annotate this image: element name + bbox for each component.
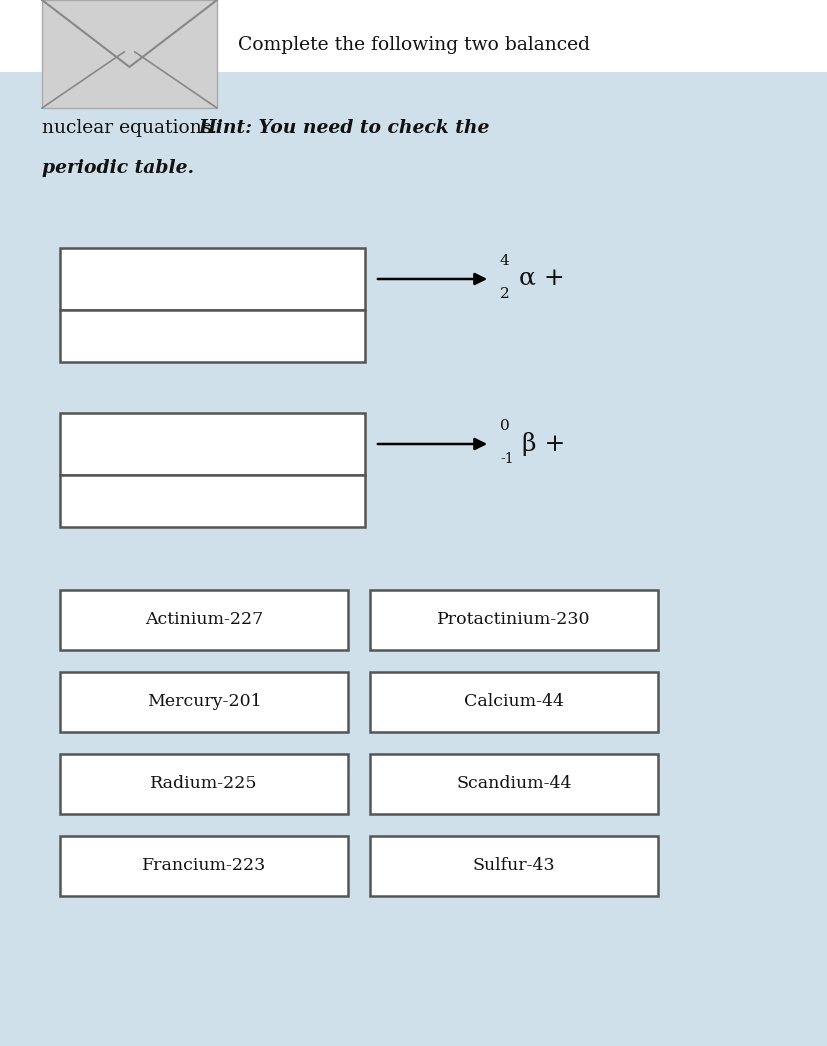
Text: 0: 0 (500, 419, 509, 433)
Bar (60, 475, 365, 527)
Text: Hint: You need to check the: Hint: You need to check the (198, 119, 489, 137)
Text: Actinium-227: Actinium-227 (145, 612, 263, 629)
Text: 4: 4 (500, 254, 509, 268)
Text: Calcium-44: Calcium-44 (463, 693, 563, 710)
Text: Scandium-44: Scandium-44 (456, 775, 571, 793)
Bar (370, 836, 657, 896)
Bar (370, 672, 657, 732)
Bar (60, 836, 347, 896)
Text: Protactinium-230: Protactinium-230 (437, 612, 590, 629)
Text: β +: β + (521, 432, 565, 456)
Text: 2: 2 (500, 287, 509, 301)
Bar (42, 0, 217, 108)
Bar (60, 590, 347, 650)
Text: periodic table.: periodic table. (42, 159, 194, 177)
Bar (60, 413, 365, 475)
Bar (370, 590, 657, 650)
Text: Radium-225: Radium-225 (150, 775, 257, 793)
Text: nuclear equations.: nuclear equations. (42, 119, 223, 137)
Bar (60, 754, 347, 814)
Text: -1: -1 (500, 452, 513, 467)
Text: Mercury-201: Mercury-201 (146, 693, 261, 710)
Text: Francium-223: Francium-223 (141, 858, 265, 874)
Text: Sulfur-43: Sulfur-43 (472, 858, 555, 874)
Bar (60, 248, 365, 310)
Text: α +: α + (519, 268, 564, 291)
Text: Complete the following two balanced: Complete the following two balanced (237, 36, 590, 54)
Bar (60, 672, 347, 732)
Bar (370, 754, 657, 814)
Bar (0, 0, 827, 72)
Bar (60, 310, 365, 362)
